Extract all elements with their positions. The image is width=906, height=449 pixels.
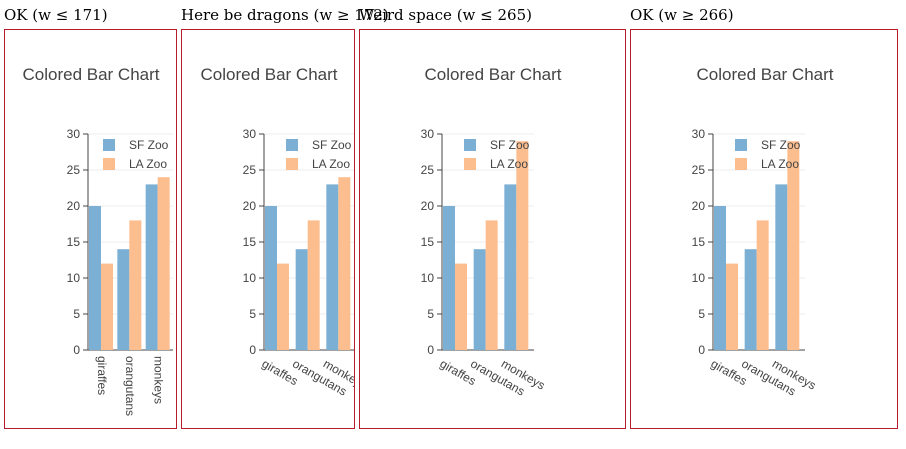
y-tick-label: 10 xyxy=(421,271,435,285)
y-tick-label: 20 xyxy=(67,199,81,213)
legend-label: LA Zoo xyxy=(490,157,528,171)
bar-chart-2: Colored Bar Chart051015202530giraffesora… xyxy=(200,65,354,399)
y-tick-label: 25 xyxy=(67,163,81,177)
y-tick-label: 15 xyxy=(692,235,706,249)
bar-chart-3: Colored Bar Chart051015202530giraffesora… xyxy=(421,65,562,399)
panel-label-weird-space: Weird space (w ≤ 265) xyxy=(359,6,532,24)
bar-la-zoo-monkeys xyxy=(516,141,529,350)
legend-swatch xyxy=(735,158,747,170)
legend-label: SF Zoo xyxy=(490,138,530,152)
panel-label-dragons: Here be dragons (w ≥ 172) xyxy=(181,6,389,24)
y-tick-label: 15 xyxy=(421,235,435,249)
bar-la-zoo-giraffes xyxy=(277,263,289,350)
legend-swatch xyxy=(103,158,115,170)
legend-label: LA Zoo xyxy=(761,157,799,171)
legend-swatch xyxy=(464,158,476,170)
bar-sf-zoo-orangutans xyxy=(295,249,308,350)
chart-frame-1: Colored Bar Chart 0 5 10 15 20 25 30 giraffes ora… xyxy=(4,29,177,429)
y-tick-label: 25 xyxy=(692,163,706,177)
bar-sf-zoo-orangutans xyxy=(473,249,486,350)
y-tick-label: 30 xyxy=(692,127,706,141)
bar-la-zoo-giraffes xyxy=(455,263,467,350)
bar-sf-zoo-giraffes xyxy=(265,206,277,350)
chart-frame-2: Colored Bar Chart 0 5 10 15 20 25 30 giraffes ora… xyxy=(181,29,355,429)
bar-la-zoo-monkeys xyxy=(787,141,800,350)
legend-swatch xyxy=(286,158,298,170)
legend-swatch xyxy=(464,139,476,151)
y-tick-label: 20 xyxy=(692,199,706,213)
y-tick-label: 20 xyxy=(421,199,435,213)
y-tick-label: 0 xyxy=(73,343,80,357)
legend-swatch xyxy=(286,139,298,151)
y-tick-label: 0 xyxy=(427,343,434,357)
bar-la-zoo-orangutans xyxy=(307,220,320,350)
bar-sf-zoo-monkeys xyxy=(326,184,339,350)
y-tick-label: 30 xyxy=(421,127,435,141)
legend-label: SF Zoo xyxy=(129,138,169,152)
bar-la-zoo-orangutans xyxy=(485,220,498,350)
bar-sf-zoo-monkeys xyxy=(504,184,517,350)
bar-la-zoo-giraffes xyxy=(101,263,113,350)
y-tick-label: 0 xyxy=(249,343,256,357)
legend-label: SF Zoo xyxy=(761,138,801,152)
y-tick-label: 25 xyxy=(243,163,257,177)
bar-sf-zoo-giraffes xyxy=(443,206,455,350)
y-tick-label: 5 xyxy=(427,307,434,321)
legend-label: LA Zoo xyxy=(129,157,167,171)
y-tick-label: 10 xyxy=(692,271,706,285)
bar-la-zoo-orangutans xyxy=(756,220,769,350)
bar-chart-4: Colored Bar Chart051015202530giraffesora… xyxy=(692,65,834,399)
bar-sf-zoo-orangutans xyxy=(744,249,757,350)
legend-swatch xyxy=(735,139,747,151)
legend-label: LA Zoo xyxy=(312,157,350,171)
y-tick-label: 25 xyxy=(421,163,435,177)
y-tick-label: 5 xyxy=(73,307,80,321)
y-tick-label: 20 xyxy=(243,199,257,213)
chart-title: Colored Bar Chart xyxy=(22,65,159,84)
bar-la-zoo-giraffes xyxy=(726,263,738,350)
y-tick-label: 10 xyxy=(243,271,257,285)
bar-chart-1: Colored Bar Chart 0 5 10 15 20 25 30 giraffes ora… xyxy=(22,65,173,416)
x-tick-label: monkeys xyxy=(151,356,165,404)
chart-title: Colored Bar Chart xyxy=(424,65,561,84)
x-tick-label: orangutans xyxy=(123,356,137,416)
y-tick-label: 30 xyxy=(67,127,81,141)
chart-title: Colored Bar Chart xyxy=(696,65,833,84)
y-tick-label: 0 xyxy=(698,343,705,357)
x-tick-label: giraffes xyxy=(95,356,109,395)
y-tick-label: 30 xyxy=(243,127,257,141)
y-tick-label: 15 xyxy=(67,235,81,249)
chart-frame-3: Colored Bar Chart 0 5 10 15 20 25 30 giraffes ora… xyxy=(359,29,626,429)
y-tick-label: 10 xyxy=(67,271,81,285)
chart-title: Colored Bar Chart xyxy=(200,65,337,84)
chart-frame-4: Colored Bar Chart 0 5 10 15 20 25 30 giraffes ora… xyxy=(630,29,898,429)
y-tick-label: 15 xyxy=(243,235,257,249)
bar-sf-zoo-giraffes xyxy=(714,206,726,350)
bar-sf-zoo-giraffes xyxy=(89,206,101,350)
panel-label-ok-wide: OK (w ≥ 266) xyxy=(630,6,734,24)
y-tick-label: 5 xyxy=(249,307,256,321)
bar-la-zoo-monkeys xyxy=(338,177,351,350)
bar-la-zoo-monkeys xyxy=(157,177,170,350)
bar-sf-zoo-monkeys xyxy=(145,184,158,350)
legend-label: SF Zoo xyxy=(312,138,352,152)
y-tick-label: 5 xyxy=(698,307,705,321)
bar-sf-zoo-orangutans xyxy=(117,249,130,350)
panel-label-ok-narrow: OK (w ≤ 171) xyxy=(4,6,108,24)
legend-swatch xyxy=(103,139,115,151)
bar-sf-zoo-monkeys xyxy=(775,184,788,350)
bar-la-zoo-orangutans xyxy=(129,220,142,350)
